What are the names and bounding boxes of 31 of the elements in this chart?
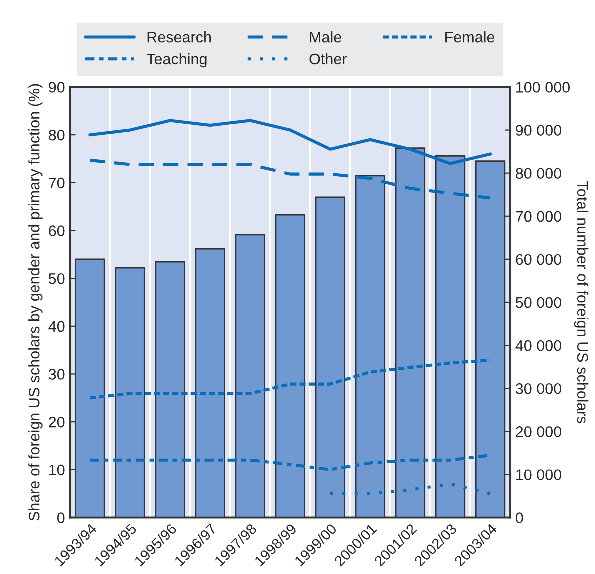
y-tick-label: 20 (49, 416, 65, 428)
legend-label: Teaching (146, 53, 207, 68)
y-tick-label: 0 (57, 512, 65, 524)
y2-tick-label: 50 000 (516, 297, 562, 308)
y-tick-label: 40 (48, 321, 65, 332)
y-tick-label: 60 (49, 226, 65, 236)
legend-label: Other (310, 53, 347, 65)
y2-tick-label: 60 000 (516, 254, 562, 266)
y2-tick-label: 40 000 (516, 340, 562, 352)
legend-label: Male (310, 32, 342, 43)
y-tick-label: 80 (49, 130, 65, 141)
y-axis-title: Share of foreign US scholars by gender and primary function (%) (28, 84, 43, 521)
y-tick-label: 10 (50, 464, 65, 476)
y-tick-label: 70 (49, 178, 65, 189)
y2-tick-label: 10 000 (516, 470, 562, 480)
y2-axis-title: Total number of foreign US scholars (574, 181, 589, 424)
y-tick-label: 90 (49, 82, 65, 93)
y2-tick-label: 80 000 (516, 168, 562, 180)
line-series (88, 119, 492, 166)
y2-tick-label: 90 000 (516, 125, 562, 136)
line-series (88, 158, 492, 200)
y2-tick-label: 0 (516, 512, 524, 524)
y-tick-label: 30 (48, 369, 65, 380)
y-tick-label: 50 (48, 273, 65, 284)
line-series (88, 358, 492, 400)
y2-tick-label: 30 000 (516, 383, 562, 394)
y2-tick-label: 100 000 (516, 82, 570, 93)
legend-label: Research (148, 32, 211, 43)
y2-tick-label: 70 000 (516, 211, 562, 222)
legend-label: Female (446, 32, 495, 43)
y2-tick-label: 20 000 (516, 426, 562, 438)
